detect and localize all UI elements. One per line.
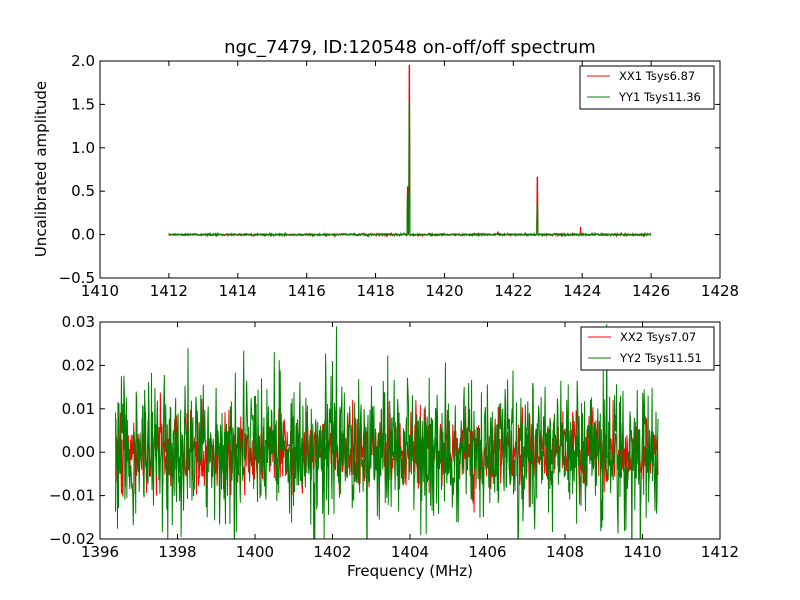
legend-entry: XX1 Tsys6.87 <box>619 69 695 83</box>
x-tick-label: 1418 <box>356 282 394 300</box>
y-tick-label: −0.5 <box>59 269 95 287</box>
bottom-plot-area: 1396 1398 1400 1402 1404 1406 1408 1410 1412 −0.0… <box>49 313 739 561</box>
x-axis-label: Frequency (MHz) <box>347 562 473 580</box>
x-tick-label: 1402 <box>313 543 351 561</box>
x-tick-label: 1412 <box>150 282 188 300</box>
y-tick-label: 1.0 <box>71 139 95 157</box>
x-tick-label: 1424 <box>563 282 601 300</box>
x-tick-label: 1410 <box>81 282 119 300</box>
top-spectrum-panel: ngc_7479, ID:120548 on-off/off spectrum … <box>32 37 739 300</box>
y-tick-label: 0.5 <box>71 182 95 200</box>
series-line-yy1 <box>168 101 652 239</box>
x-tick-label: 1412 <box>701 543 739 561</box>
y-tick-label: 0.0 <box>71 226 95 244</box>
x-tick-label: 1404 <box>391 543 429 561</box>
top-legend: XX1 Tsys6.87 YY1 Tsys11.36 <box>579 65 715 110</box>
top-plot-area: 1410 1412 1414 1416 1418 1420 1422 1424 1426 1428… <box>59 52 740 300</box>
y-tick-label: 0.02 <box>62 356 95 374</box>
series-line-yy2 <box>115 323 659 539</box>
x-tick-label: 1400 <box>236 543 274 561</box>
x-tick-label: 1406 <box>468 543 506 561</box>
x-tick-label: 1414 <box>219 282 257 300</box>
y-tick-label: 0.01 <box>62 400 95 418</box>
x-tick-label: 1408 <box>546 543 584 561</box>
y-axis-label: Uncalibrated amplitude <box>32 81 50 257</box>
x-tick-label: 1422 <box>494 282 532 300</box>
x-tick-label: 1420 <box>425 282 463 300</box>
bottom-spectrum-panel: Frequency (MHz) 1396 1398 1400 1402 1404 1406… <box>49 313 739 580</box>
bottom-legend: XX2 Tsys7.07 YY2 Tsys11.51 <box>580 326 715 371</box>
legend-entry: XX2 Tsys7.07 <box>620 330 696 344</box>
chart-title: ngc_7479, ID:120548 on-off/off spectrum <box>224 37 596 58</box>
axes-frame <box>99 60 721 279</box>
y-tick-label: 2.0 <box>71 52 95 70</box>
x-tick-label: 1428 <box>701 282 739 300</box>
legend-entry: YY2 Tsys11.51 <box>619 351 702 365</box>
x-tick-label: 1396 <box>81 543 119 561</box>
y-tick-label: −0.02 <box>49 530 95 548</box>
x-tick-label: 1416 <box>288 282 326 300</box>
legend-entry: YY1 Tsys11.36 <box>618 90 701 104</box>
x-tick-label: 1426 <box>632 282 670 300</box>
x-tick-label: 1398 <box>158 543 196 561</box>
y-tick-label: 1.5 <box>71 95 95 113</box>
legend-box <box>580 326 715 371</box>
y-tick-label: 0.00 <box>62 443 95 461</box>
y-tick-label: 0.03 <box>62 313 95 331</box>
y-tick-label: −0.01 <box>49 487 95 505</box>
legend-box <box>579 65 715 110</box>
x-tick-label: 1410 <box>623 543 661 561</box>
